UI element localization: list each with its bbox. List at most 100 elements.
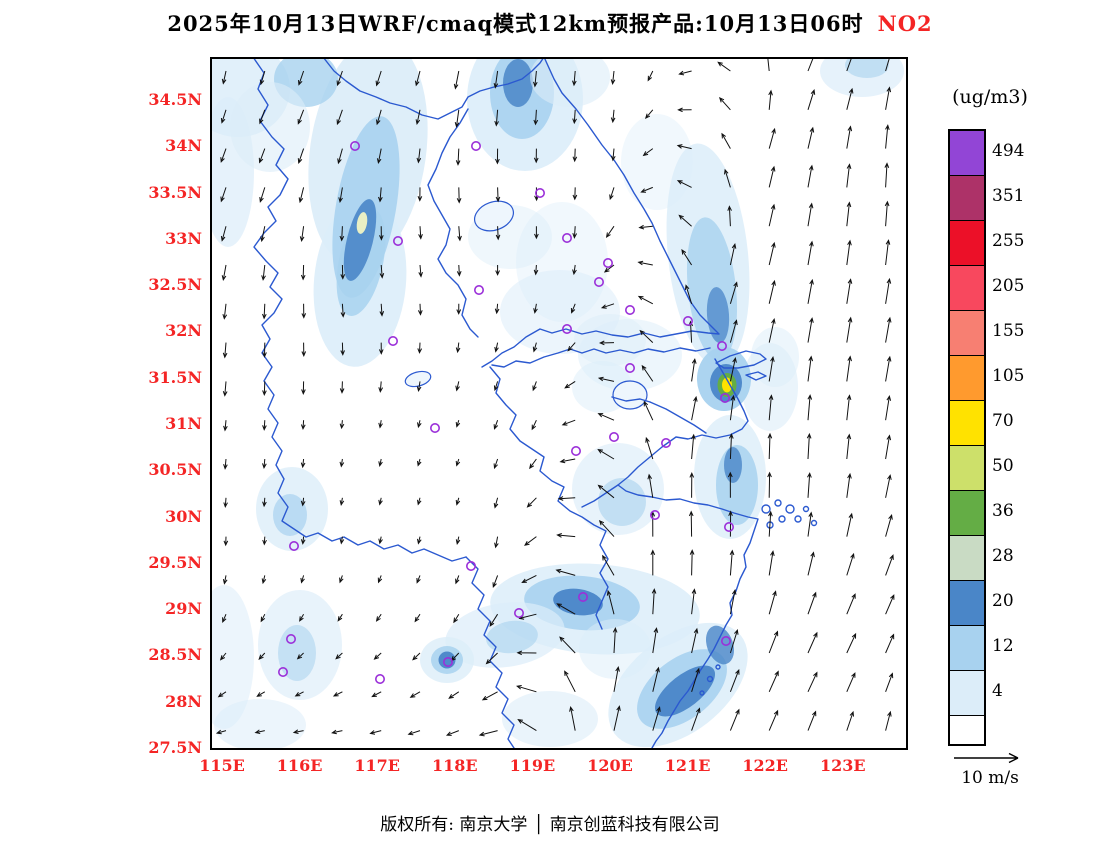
wind-arrow — [569, 706, 576, 731]
colorbar-swatch — [950, 536, 984, 581]
wind-arrow — [768, 203, 776, 227]
wind-arrow — [603, 264, 615, 273]
wind-arrow — [768, 630, 779, 654]
wind-arrow — [300, 497, 306, 507]
copyright-right: 南京创蓝科技有限公司 — [549, 815, 720, 835]
wind-arrow — [376, 148, 382, 165]
wind-arrow — [613, 705, 621, 731]
wind-arrow — [718, 96, 731, 111]
wind-arrow — [806, 432, 812, 460]
wind-arrow — [222, 614, 227, 624]
wind-arrow — [561, 419, 576, 426]
concentration-blob — [722, 377, 732, 393]
wind-arrow — [768, 550, 775, 576]
lake-taihu — [612, 380, 648, 410]
wind-arrow — [294, 691, 304, 697]
wind-arrow — [807, 126, 815, 149]
wind-arrow — [729, 588, 737, 615]
wind-arrow — [223, 536, 229, 547]
wind-arrow — [376, 109, 382, 126]
wind-arrow — [807, 591, 817, 615]
wind-arrow — [455, 497, 461, 506]
wind-arrow — [339, 536, 345, 545]
wind-arrow — [846, 278, 853, 304]
wind-arrow — [407, 730, 421, 736]
station-marker — [723, 521, 734, 532]
x-axis-label: 118E — [432, 756, 478, 775]
concentration-blob — [486, 620, 538, 654]
colorbar-swatch — [950, 221, 984, 266]
wind-arrow — [339, 381, 345, 394]
wind-arrow — [572, 226, 578, 239]
wind-arrow — [262, 420, 267, 431]
wind-arrow — [846, 710, 854, 731]
wind-arrow — [332, 691, 343, 697]
wind-arrow — [572, 109, 577, 125]
wind-arrow — [885, 86, 892, 110]
station-marker — [513, 607, 524, 618]
wind-arrow — [768, 590, 777, 615]
station-marker — [534, 188, 545, 199]
wind-arrow — [454, 109, 460, 128]
station-marker — [561, 323, 572, 334]
wind-arrow — [555, 568, 576, 576]
wind-arrow — [729, 319, 738, 343]
colorbar-swatch — [950, 356, 984, 401]
wind-arrow — [807, 551, 815, 576]
wind-arrow — [846, 672, 856, 692]
wind-arrow — [597, 376, 615, 382]
wind-arrow — [262, 458, 267, 470]
wind-arrow — [215, 729, 227, 735]
wind-arrow — [222, 303, 228, 320]
wind-arrow — [644, 109, 654, 120]
colorbar-label: 20 — [992, 591, 1014, 611]
qiantang-river — [581, 484, 619, 508]
wind-arrow — [846, 394, 852, 421]
wind-arrow — [681, 248, 693, 266]
wind-arrow — [262, 381, 267, 396]
wind-arrow — [262, 342, 267, 358]
wind-arrow — [807, 394, 813, 421]
concentration-blob — [214, 699, 306, 750]
wind-arrow — [884, 200, 890, 227]
wind-arrow — [298, 187, 305, 204]
wind-arrow — [517, 718, 537, 732]
y-axis-label: 34N — [165, 136, 202, 156]
wind-arrow — [768, 394, 774, 421]
wind-arrow — [884, 162, 890, 188]
lake-chaohu — [404, 370, 432, 388]
wind-arrow — [417, 497, 422, 506]
wind-arrow — [378, 420, 383, 429]
wind-reference-arrow — [954, 752, 1019, 764]
wind-arrow — [768, 317, 776, 343]
wind-arrow — [602, 554, 615, 576]
wind-arrow — [768, 510, 773, 537]
wind-arrow — [846, 201, 852, 227]
colorbar-swatch — [950, 491, 984, 536]
wind-arrow — [260, 613, 266, 623]
concentration-blob — [706, 287, 730, 343]
wind-arrow — [729, 629, 739, 654]
wind-arrow — [606, 589, 615, 615]
wind-arrow — [807, 710, 817, 731]
wind-arrow — [259, 109, 266, 125]
wind-arrow — [885, 124, 890, 149]
concentration-blob — [230, 82, 310, 172]
wind-arrow — [651, 588, 657, 615]
wind-arrow — [416, 148, 422, 164]
wind-arrow — [691, 433, 696, 460]
wind-arrow — [768, 241, 776, 266]
y-axis-label: 28.5N — [148, 645, 202, 665]
wind-arrow — [417, 342, 423, 354]
station-marker — [649, 509, 660, 520]
y-axis-label: 29.5N — [148, 552, 202, 572]
wind-arrow — [846, 552, 855, 576]
border-henan-anhui-hubei — [252, 57, 467, 562]
wind-arrow — [259, 187, 266, 203]
wind-arrow — [885, 633, 895, 654]
wind-arrow — [493, 70, 499, 89]
wind-arrow — [729, 394, 736, 421]
wind-arrow — [846, 57, 853, 72]
wind-arrow — [375, 70, 382, 87]
wind-arrow — [807, 671, 818, 693]
